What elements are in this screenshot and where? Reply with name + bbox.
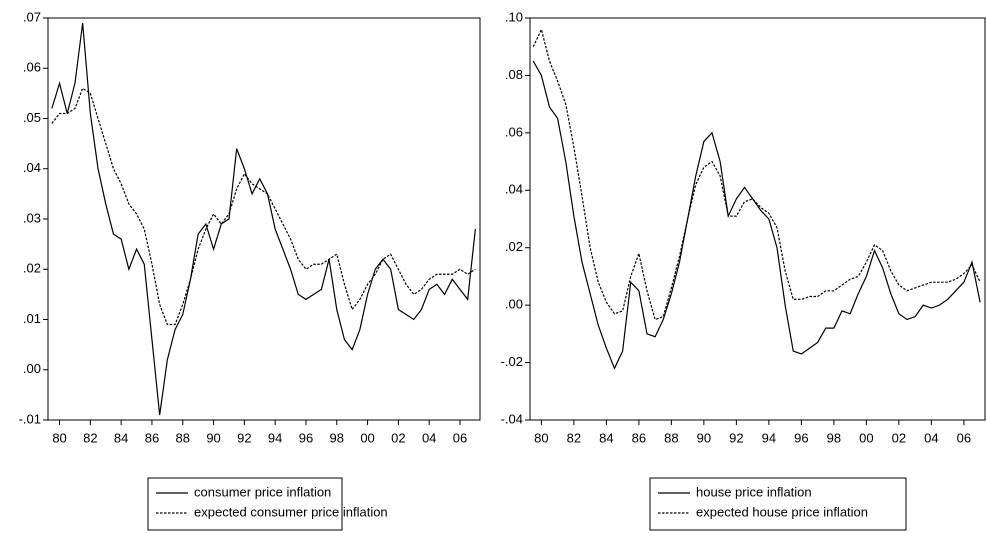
plot-frame <box>47 17 481 421</box>
x-tick-label: 84 <box>114 430 128 445</box>
legend-label: house price inflation <box>696 484 812 499</box>
y-tick-label: .02 <box>505 239 523 254</box>
x-tick-label: 90 <box>206 430 220 445</box>
x-tick-label: 86 <box>632 430 646 445</box>
x-tick-label: 88 <box>664 430 678 445</box>
series-line <box>532 27 981 321</box>
series-line <box>51 22 476 416</box>
legend-box <box>147 477 343 531</box>
y-tick-label: .04 <box>505 182 523 197</box>
y-tick-label: -.01 <box>19 411 41 426</box>
y-tick-label: .00 <box>505 297 523 312</box>
x-tick-label: 02 <box>892 430 906 445</box>
y-tick-label: .07 <box>23 9 41 24</box>
y-tick-label: .08 <box>505 67 523 82</box>
plot-frame <box>529 17 986 421</box>
x-tick-label: 88 <box>176 430 190 445</box>
x-tick-label: 84 <box>599 430 613 445</box>
x-tick-label: 86 <box>145 430 159 445</box>
x-tick-label: 94 <box>268 430 282 445</box>
y-tick-label: .02 <box>23 261 41 276</box>
y-tick-label: .05 <box>23 110 41 125</box>
x-tick-label: 98 <box>330 430 344 445</box>
legend-label: expected house price inflation <box>696 504 868 519</box>
x-tick-label: 96 <box>794 430 808 445</box>
x-tick-label: 92 <box>729 430 743 445</box>
x-tick-label: 80 <box>52 430 66 445</box>
y-tick-label: .01 <box>23 311 41 326</box>
y-tick-label: .03 <box>23 210 41 225</box>
x-tick-label: 80 <box>534 430 548 445</box>
x-tick-label: 04 <box>422 430 436 445</box>
x-tick-label: 96 <box>299 430 313 445</box>
x-tick-label: 04 <box>924 430 938 445</box>
x-tick-label: 90 <box>697 430 711 445</box>
x-tick-label: 92 <box>237 430 251 445</box>
y-tick-label: .00 <box>23 361 41 376</box>
x-tick-label: 82 <box>83 430 97 445</box>
x-tick-label: 06 <box>957 430 971 445</box>
series-line <box>51 87 476 326</box>
legend-label: consumer price inflation <box>194 484 331 499</box>
series-line <box>532 60 981 370</box>
legend-box <box>649 477 907 531</box>
x-tick-label: 00 <box>859 430 873 445</box>
y-tick-label: .04 <box>23 160 41 175</box>
x-tick-label: 94 <box>762 430 776 445</box>
x-tick-label: 82 <box>567 430 581 445</box>
x-tick-label: 02 <box>391 430 405 445</box>
x-tick-label: 98 <box>827 430 841 445</box>
y-tick-label: -.04 <box>501 411 523 426</box>
y-tick-label: .06 <box>505 124 523 139</box>
legend-label: expected consumer price inflation <box>194 504 388 519</box>
x-tick-label: 00 <box>360 430 374 445</box>
y-tick-label: .10 <box>505 9 523 24</box>
y-tick-label: -.02 <box>501 354 523 369</box>
y-tick-label: .06 <box>23 60 41 75</box>
x-tick-label: 06 <box>453 430 467 445</box>
